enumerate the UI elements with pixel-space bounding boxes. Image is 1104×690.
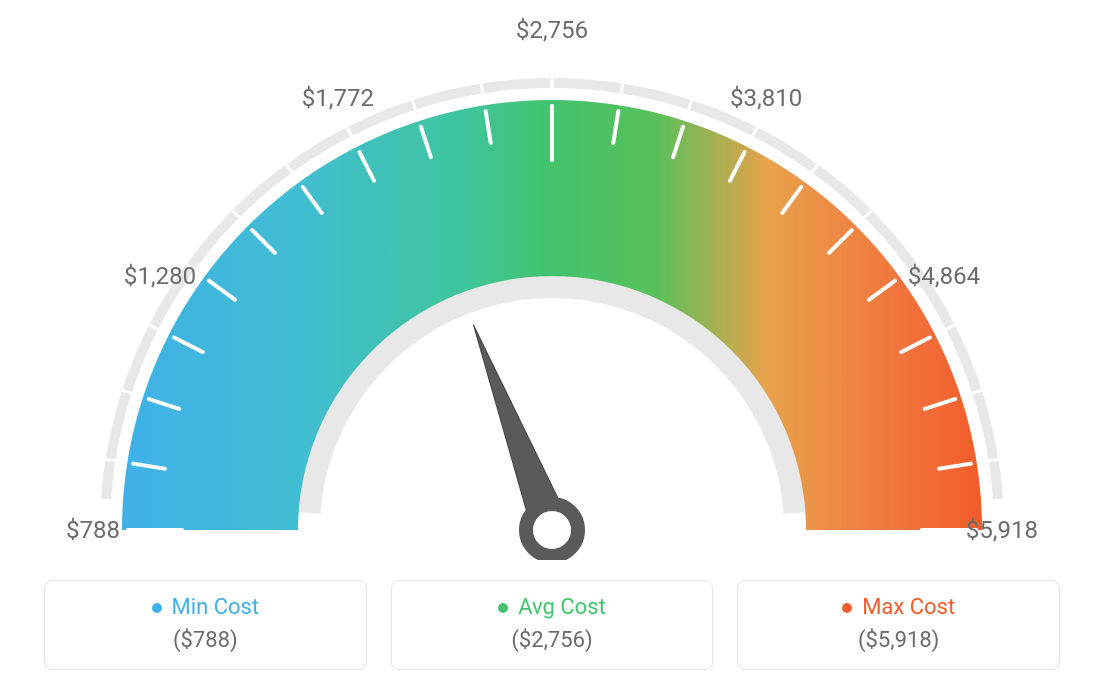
scale-label: $2,756	[516, 16, 588, 44]
legend-value-min: ($788)	[45, 628, 366, 653]
legend-label-min: Min Cost	[172, 595, 260, 620]
legend-row: Min Cost ($788) Avg Cost ($2,756) Max Co…	[44, 580, 1060, 670]
legend-card-avg: Avg Cost ($2,756)	[391, 580, 714, 670]
scale-label: $3,810	[730, 84, 802, 112]
legend-card-max: Max Cost ($5,918)	[737, 580, 1060, 670]
cost-gauge-container: $788 $1,280 $1,772 $2,756 $3,810 $4,864 $5,918…	[0, 0, 1104, 690]
legend-value-avg: ($2,756)	[392, 628, 713, 653]
scale-label: $1,280	[124, 262, 196, 290]
legend-title-avg: Avg Cost	[498, 595, 606, 620]
legend-value-max: ($5,918)	[738, 628, 1059, 653]
legend-dot-min	[152, 603, 162, 613]
legend-label-max: Max Cost	[862, 595, 955, 620]
legend-dot-max	[842, 603, 852, 613]
scale-label: $1,772	[302, 84, 374, 112]
legend-dot-avg	[498, 603, 508, 613]
scale-label: $5,918	[966, 516, 1038, 544]
legend-title-min: Min Cost	[152, 595, 260, 620]
scale-label: $788	[66, 516, 120, 544]
legend-label-avg: Avg Cost	[518, 595, 606, 620]
legend-title-max: Max Cost	[842, 595, 955, 620]
gauge-chart: $788 $1,280 $1,772 $2,756 $3,810 $4,864 $5,918	[0, 0, 1104, 560]
scale-label: $4,864	[908, 262, 980, 290]
legend-card-min: Min Cost ($788)	[44, 580, 367, 670]
